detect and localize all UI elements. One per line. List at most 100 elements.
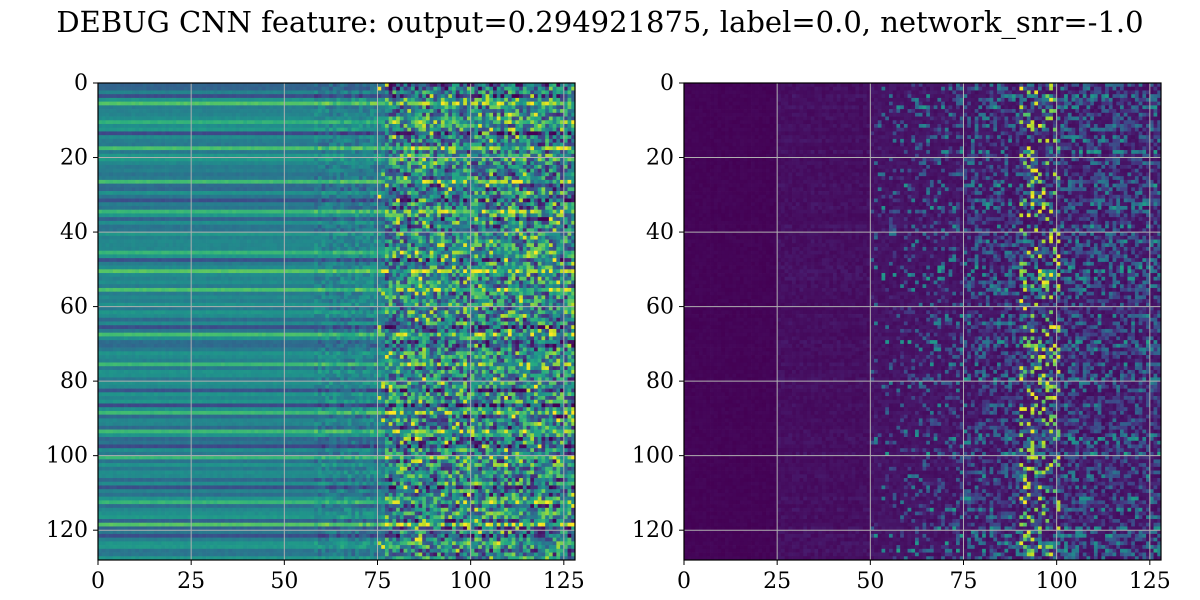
heatmap-cell [194, 161, 199, 166]
heatmap-cell [556, 86, 561, 91]
heatmap-cell [552, 90, 557, 95]
heatmap-cell [411, 97, 416, 102]
heatmap-cell [124, 224, 129, 229]
heatmap-cell [496, 116, 501, 121]
heatmap-cell [407, 168, 412, 173]
heatmap-cell [530, 187, 535, 192]
heatmap-cell [496, 142, 501, 147]
heatmap-cell [504, 164, 509, 170]
heatmap-cell [384, 202, 390, 207]
heatmap-cell [496, 109, 501, 114]
heatmap-cell [351, 120, 356, 125]
heatmap-cell [153, 138, 158, 143]
heatmap-cell [437, 168, 442, 173]
heatmap-cell [243, 97, 248, 102]
heatmap-cell [247, 191, 252, 196]
heatmap-cell [179, 116, 185, 121]
heatmap-cell [411, 138, 416, 143]
heatmap-cell [388, 146, 393, 151]
heatmap-cell [563, 90, 568, 95]
heatmap-cell [478, 187, 483, 192]
heatmap-cell [422, 161, 427, 166]
heatmap-cell [478, 217, 483, 222]
heatmap-cell [116, 172, 121, 177]
heatmap-cell [563, 116, 568, 121]
heatmap-cell [314, 146, 319, 151]
heatmap-cell [187, 109, 192, 114]
heatmap-cell [109, 142, 114, 147]
heatmap-cell [504, 183, 509, 188]
heatmap-cell [109, 105, 114, 110]
heatmap-cell [425, 187, 431, 192]
heatmap-cell [444, 83, 449, 88]
heatmap-cell [534, 220, 539, 225]
heatmap-cell [541, 153, 546, 158]
heatmap-cell [560, 101, 565, 106]
heatmap-cell [220, 179, 226, 184]
heatmap-cell [362, 127, 367, 132]
heatmap-cell [448, 187, 453, 192]
heatmap-cell [291, 142, 296, 147]
heatmap-cell [515, 138, 520, 143]
heatmap-cell [116, 142, 121, 147]
heatmap-cell [105, 209, 110, 214]
heatmap-cell [116, 202, 121, 207]
heatmap-cell [120, 202, 125, 207]
heatmap-cell [537, 224, 542, 229]
heatmap-cell [213, 205, 218, 211]
heatmap-cell [209, 120, 214, 125]
heatmap-cell [522, 179, 527, 184]
heatmap-cell [392, 176, 397, 181]
heatmap-cell [507, 205, 512, 211]
heatmap-cell [429, 157, 434, 162]
heatmap-cell [168, 191, 173, 196]
heatmap-cell [112, 164, 117, 170]
heatmap-cell [187, 179, 192, 184]
heatmap-cell [459, 187, 464, 192]
heatmap-cell [202, 116, 207, 121]
heatmap-cell [425, 172, 431, 177]
heatmap-cell [515, 205, 520, 211]
heatmap-cell [422, 105, 427, 110]
heatmap-cell [258, 187, 263, 192]
heatmap-cell [138, 157, 144, 162]
heatmap-cell [466, 194, 472, 199]
heatmap-cell [321, 112, 326, 117]
heatmap-cell [522, 90, 527, 95]
heatmap-cell [560, 123, 565, 129]
heatmap-cell [302, 217, 308, 222]
heatmap-cell [351, 86, 356, 91]
heatmap-cell [209, 105, 214, 110]
heatmap-cell [452, 205, 457, 211]
heatmap-cell [321, 157, 326, 162]
heatmap-cell [526, 224, 531, 229]
heatmap-cell [161, 153, 166, 158]
heatmap-cell [444, 213, 449, 218]
heatmap-cell [534, 179, 539, 184]
heatmap-cell [403, 90, 408, 95]
heatmap-cell [444, 164, 449, 170]
heatmap-cell [112, 187, 117, 192]
heatmap-cell [444, 90, 449, 95]
heatmap-cell [470, 172, 475, 177]
heatmap-cell [388, 217, 393, 222]
heatmap-cell [120, 142, 125, 147]
heatmap-cell [273, 112, 278, 117]
heatmap-cell [355, 90, 360, 95]
heatmap-cell [459, 172, 464, 177]
heatmap-cell [500, 86, 505, 91]
heatmap-cell [109, 86, 114, 91]
heatmap-cell [373, 198, 378, 203]
heatmap-cell [317, 168, 322, 173]
heatmap-cell [343, 90, 349, 95]
heatmap-cell [470, 146, 475, 151]
heatmap-cell [459, 198, 464, 203]
heatmap-cell [384, 205, 390, 211]
heatmap-cell [329, 157, 334, 162]
heatmap-cell [384, 86, 390, 91]
heatmap-cell [336, 220, 341, 225]
heatmap-cell [329, 153, 334, 158]
heatmap-cell [489, 217, 494, 222]
heatmap-cell [202, 97, 207, 102]
heatmap-cell [392, 157, 397, 162]
